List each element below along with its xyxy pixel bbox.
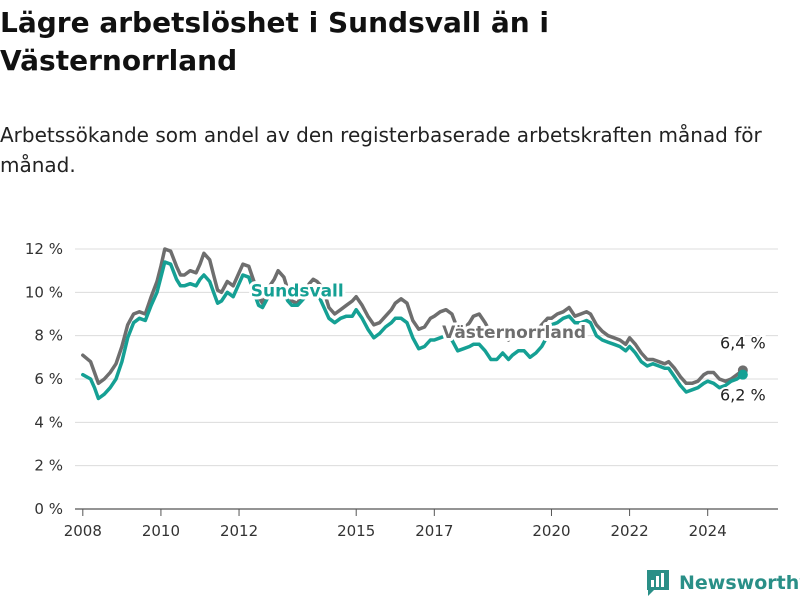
newsworthy-brand: Newsworthy	[645, 568, 800, 598]
y-tick-label: 10 %	[25, 283, 63, 301]
series-labels: Västernorrland Sundsvall	[248, 279, 589, 346]
series-end-point	[737, 369, 748, 380]
end-labels: 6,4 % 6,2 %	[718, 331, 768, 406]
y-tick-label: 0 %	[34, 500, 63, 518]
y-axis: 0 % 2 % 4 % 6 % 8 % 10 % 12 %	[25, 240, 63, 518]
end-value-label: 6,2 %	[720, 386, 766, 405]
series-name-label: Sundsvall	[251, 282, 344, 302]
series-name-label: Västernorrland	[442, 323, 586, 343]
x-tick-label: 2008	[64, 522, 102, 540]
x-tick-label: 2017	[415, 522, 453, 540]
y-tick-label: 12 %	[25, 240, 63, 258]
x-tick-label: 2022	[610, 522, 648, 540]
x-tick-label: 2020	[532, 522, 570, 540]
x-tick-label: 2012	[220, 522, 258, 540]
x-axis: 2008 2010 2012 2015 2017 2020 2022 2024	[64, 509, 727, 540]
chart-subtitle: Arbetssökande som andel av den registerb…	[0, 123, 762, 177]
chart-title: Lägre arbetslöshet i Sundsvall än i Väst…	[0, 6, 550, 77]
x-tick-label: 2010	[142, 522, 180, 540]
end-value-label: 6,4 %	[720, 333, 766, 352]
x-tick-label: 2015	[337, 522, 375, 540]
y-tick-label: 8 %	[34, 327, 63, 345]
line-chart: 0 % 2 % 4 % 6 % 8 % 10 % 12 % 2008 2010 2012 2015…	[25, 240, 778, 540]
y-tick-label: 4 %	[34, 413, 63, 431]
series-lines	[81, 247, 748, 401]
x-tick-label: 2024	[689, 522, 727, 540]
brand-name: Newsworthy	[679, 572, 800, 594]
bar-chart-speech-bubble-icon	[647, 570, 669, 596]
y-tick-label: 6 %	[34, 370, 63, 388]
series-line	[81, 260, 745, 401]
y-tick-label: 2 %	[34, 457, 63, 475]
grid-lines	[75, 248, 778, 510]
series-line	[81, 247, 745, 386]
